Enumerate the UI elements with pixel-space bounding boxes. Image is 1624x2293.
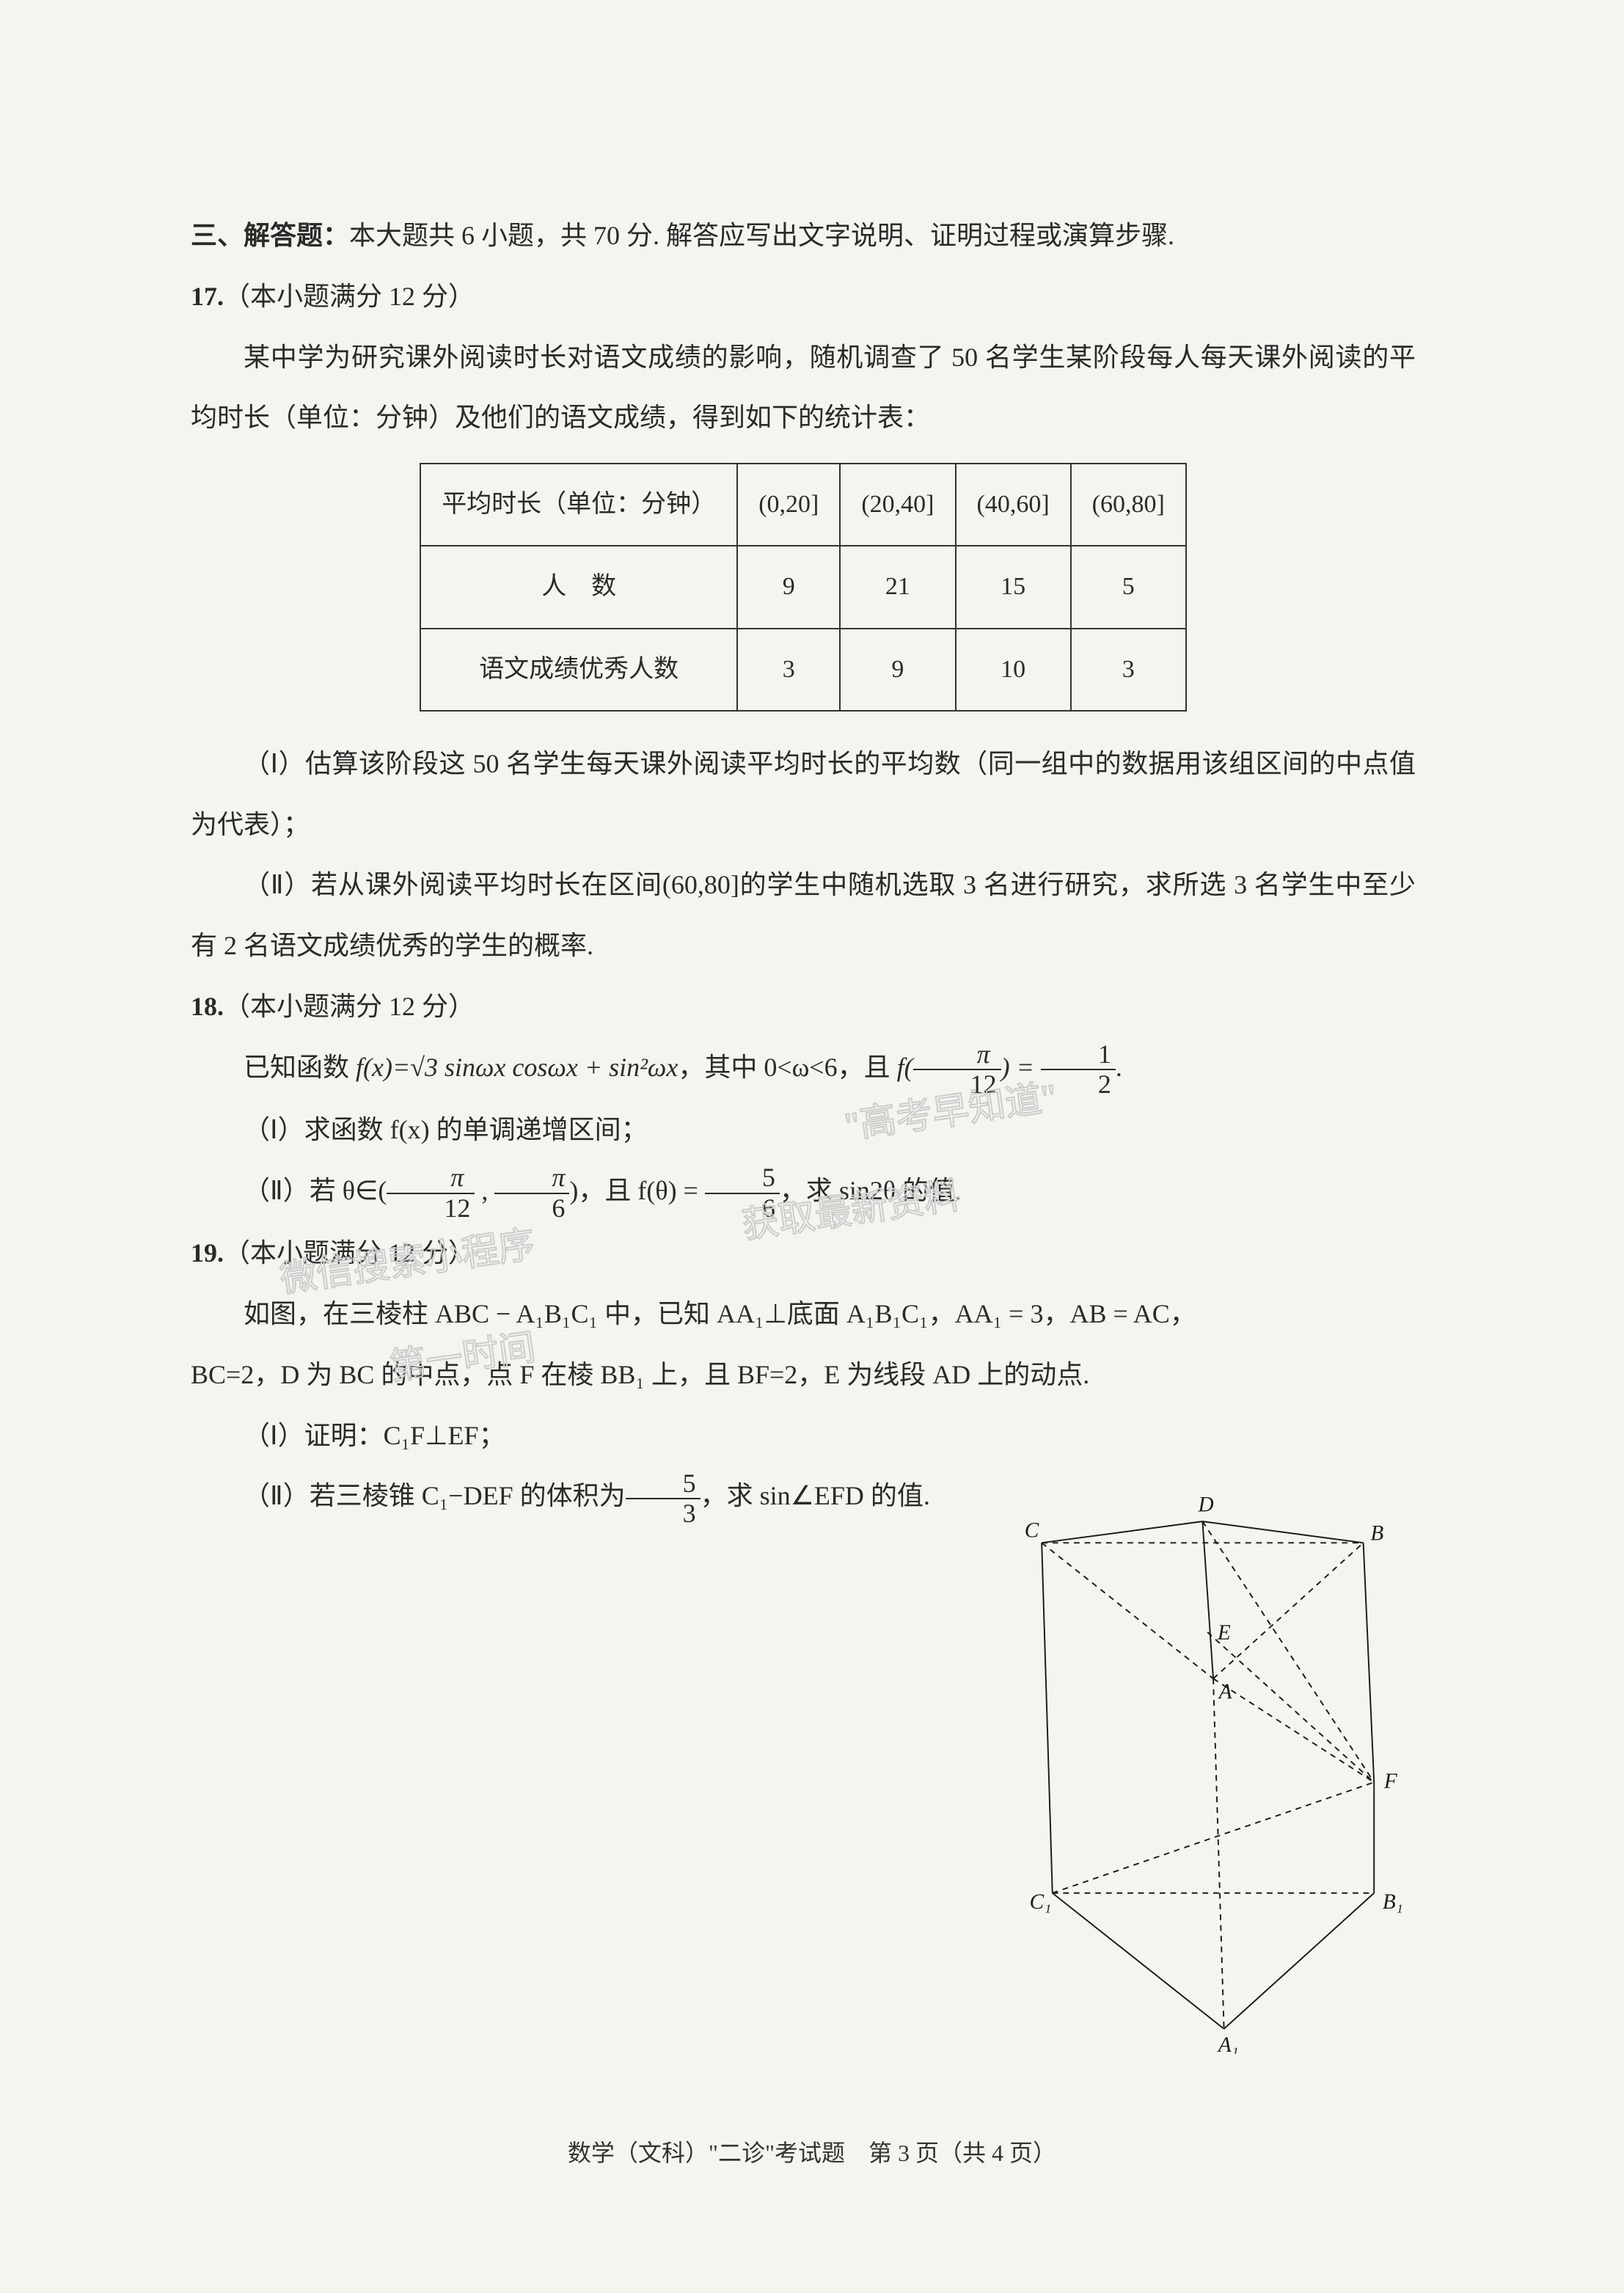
r2c3: 10: [956, 629, 1071, 711]
th-1: (0,20]: [737, 464, 840, 546]
r2c0: 语文成绩优秀人数: [420, 629, 737, 711]
frac-den: 12: [387, 1194, 475, 1224]
q19-points: （本小题满分 12 分）: [224, 1238, 475, 1268]
q18-part2: （Ⅱ）若 θ∈(π12 , π6)，且 f(θ) = 56，求 sin2θ 的值…: [191, 1160, 1416, 1223]
q19-p1a: 如图，在三棱柱 ABC − A₁B₁C₁ 中，已知 AA₁⊥底面 A₁B₁C₁，…: [191, 1284, 1416, 1345]
q18-p2-f2: π6: [494, 1163, 569, 1223]
svg-text:A: A: [1218, 1681, 1232, 1704]
svg-text:F: F: [1383, 1770, 1398, 1793]
q19-p2-pre: （Ⅱ）若三棱锥 C₁−DEF 的体积为: [244, 1481, 626, 1510]
page-content: 三、解答题：本大题共 6 小题，共 70 分. 解答应写出文字说明、证明过程或演…: [191, 205, 1416, 1529]
table-row: 人 数 9 21 15 5: [420, 546, 1186, 628]
q18-p2-f3: 56: [705, 1163, 780, 1223]
q18-points: （本小题满分 12 分）: [224, 992, 475, 1021]
svg-text:C₁: C₁: [1030, 1890, 1052, 1914]
q18-frac2: 12: [1041, 1040, 1116, 1100]
q18-frac1: π12: [913, 1040, 1001, 1100]
page-footer: 数学（文科）"二诊"考试题 第 3 页（共 4 页）: [0, 2135, 1624, 2168]
r1c0: 人 数: [420, 546, 737, 628]
frac-num: π: [387, 1163, 475, 1194]
r1c2: 21: [840, 546, 955, 628]
q19-num: 19.: [191, 1238, 224, 1268]
q18-p2-f1: π12: [387, 1163, 475, 1223]
th-4: (60,80]: [1071, 464, 1186, 546]
q17-num: 17.: [191, 282, 224, 311]
q18-mid: ，其中 0<ω<6，且: [678, 1053, 896, 1082]
frac-den: 2: [1041, 1070, 1116, 1100]
q19-p2-post: ，求 sin∠EFD 的值.: [701, 1481, 930, 1510]
q19-p1b: BC=2，D 为 BC 的中点，点 F 在棱 BB₁ 上，且 BF=2，E 为线…: [191, 1345, 1416, 1405]
frac-num: 5: [626, 1469, 701, 1500]
svg-text:B₁: B₁: [1383, 1890, 1403, 1914]
r1c4: 5: [1071, 546, 1186, 628]
q18-header: 18.（本小题满分 12 分）: [191, 976, 1416, 1037]
q18-p2-tail: ，求 sin2θ 的值.: [780, 1176, 962, 1205]
q18-num: 18.: [191, 992, 224, 1021]
frac-den: 6: [705, 1194, 780, 1224]
section-desc: 本大题共 6 小题，共 70 分. 解答应写出文字说明、证明过程或演算步骤.: [349, 221, 1174, 250]
q18-p2-pre: （Ⅱ）若 θ∈(: [244, 1176, 387, 1205]
section-header: 三、解答题：本大题共 6 小题，共 70 分. 解答应写出文字说明、证明过程或演…: [191, 205, 1416, 266]
q19-diagram: C D B A E F C₁ B₁ A₁: [1015, 1496, 1411, 2054]
q18-p2-m2: )，且 f(θ) =: [569, 1176, 705, 1205]
q17-table: 平均时长（单位：分钟） (0,20] (20,40] (40,60] (60,8…: [420, 463, 1187, 712]
svg-text:C: C: [1025, 1519, 1039, 1543]
table-row: 语文成绩优秀人数 3 9 10 3: [420, 629, 1186, 711]
q18-pre: 已知函数: [244, 1053, 356, 1082]
frac-num: 5: [705, 1163, 780, 1194]
q18-func: f(x)=√3 sinωx cosωx + sin²ωx: [356, 1053, 678, 1082]
th-2: (20,40]: [840, 464, 955, 546]
svg-text:E: E: [1217, 1621, 1231, 1645]
q19-p2-frac: 53: [626, 1469, 701, 1529]
th-3: (40,60]: [956, 464, 1071, 546]
r2c4: 3: [1071, 629, 1186, 711]
section-title: 三、解答题：: [191, 221, 349, 250]
q17-part2: （Ⅱ）若从课外阅读平均时长在区间(60,80]的学生中随机选取 3 名进行研究，…: [191, 855, 1416, 976]
q19-header: 19.（本小题满分 12 分）: [191, 1223, 1416, 1284]
q19-part1: （Ⅰ）证明：C₁F⊥EF；: [191, 1405, 1416, 1466]
r2c2: 9: [840, 629, 955, 711]
frac-num: π: [913, 1040, 1001, 1071]
frac-den: 3: [626, 1499, 701, 1529]
q17-part1: （Ⅰ）估算该阶段这 50 名学生每天课外阅读平均时长的平均数（同一组中的数据用该…: [191, 734, 1416, 855]
q18-part1: （Ⅰ）求函数 f(x) 的单调递增区间；: [191, 1100, 1416, 1160]
r1c1: 9: [737, 546, 840, 628]
frac-num: 1: [1041, 1040, 1116, 1071]
q19-part2: （Ⅱ）若三棱锥 C₁−DEF 的体积为53，求 sin∠EFD 的值.: [191, 1466, 983, 1528]
q17-p1: 某中学为研究课外阅读时长对语文成绩的影响，随机调查了 50 名学生某阶段每人每天…: [191, 327, 1416, 449]
svg-text:D: D: [1198, 1496, 1214, 1516]
q18-cond-rhs: ) =: [1001, 1053, 1041, 1082]
q17-points: （本小题满分 12 分）: [224, 282, 475, 311]
q18-p2-m1: ,: [475, 1176, 494, 1205]
q18-cond-lhs: f(: [897, 1053, 913, 1082]
r1c3: 15: [956, 546, 1071, 628]
table-row: 平均时长（单位：分钟） (0,20] (20,40] (40,60] (60,8…: [420, 464, 1186, 546]
frac-den: 6: [494, 1194, 569, 1224]
r2c1: 3: [737, 629, 840, 711]
frac-num: π: [494, 1163, 569, 1194]
q17-header: 17.（本小题满分 12 分）: [191, 266, 1416, 327]
frac-den: 12: [913, 1070, 1001, 1100]
svg-text:A₁: A₁: [1217, 2033, 1239, 2054]
q18-given: 已知函数 f(x)=√3 sinωx cosωx + sin²ωx，其中 0<ω…: [191, 1037, 1416, 1100]
th-0: 平均时长（单位：分钟）: [420, 464, 737, 546]
svg-text:B: B: [1370, 1521, 1383, 1545]
prism-svg: C D B A E F C₁ B₁ A₁: [1015, 1496, 1411, 2054]
q18-period: .: [1116, 1053, 1122, 1082]
